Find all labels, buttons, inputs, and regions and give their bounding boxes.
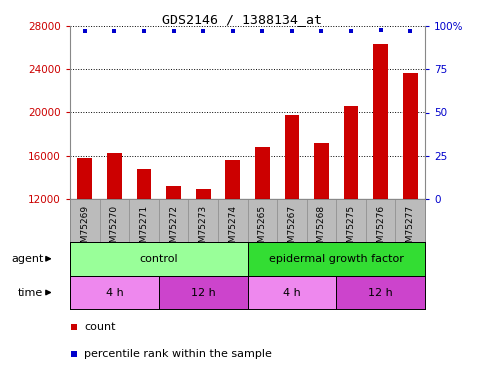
Text: epidermal growth factor: epidermal growth factor [269,254,404,264]
Bar [248,242,425,276]
Bar [314,142,329,328]
Bar [70,276,159,309]
Bar [255,147,270,328]
Bar [196,189,211,328]
Bar [284,115,299,328]
Point [288,28,296,34]
Text: GSM75267: GSM75267 [287,205,297,254]
Bar [137,169,151,328]
Bar [166,186,181,328]
Bar [344,106,358,328]
Bar [403,73,418,328]
Point [318,28,326,34]
Bar [77,158,92,328]
Bar [336,276,425,309]
Text: 12 h: 12 h [369,288,393,297]
Bar [70,242,248,276]
Bar [373,44,388,328]
Text: agent: agent [11,254,43,264]
Text: GSM75276: GSM75276 [376,205,385,254]
Point [111,28,118,34]
Point [170,28,177,34]
Text: GSM75274: GSM75274 [228,205,237,254]
Text: percentile rank within the sample: percentile rank within the sample [84,349,272,359]
Point [70,351,77,357]
Text: 4 h: 4 h [283,288,301,297]
Text: GSM75277: GSM75277 [406,205,415,254]
Point [140,28,148,34]
Text: 12 h: 12 h [191,288,215,297]
Bar [248,276,336,309]
Point [229,28,237,34]
Point [347,28,355,34]
Point [377,27,384,33]
Text: 4 h: 4 h [106,288,123,297]
Bar [159,276,248,309]
Text: GSM75265: GSM75265 [258,205,267,254]
Text: GDS2146 / 1388134_at: GDS2146 / 1388134_at [161,13,322,26]
Point [258,28,266,34]
Point [70,324,77,330]
Text: GSM75275: GSM75275 [347,205,355,254]
Bar [107,153,122,328]
Bar [226,160,240,328]
Text: GSM75268: GSM75268 [317,205,326,254]
Point [81,28,89,34]
Point [406,28,414,34]
Text: GSM75272: GSM75272 [169,205,178,254]
Text: GSM75269: GSM75269 [80,205,89,254]
Text: control: control [140,254,178,264]
Text: count: count [84,322,116,332]
Text: GSM75270: GSM75270 [110,205,119,254]
Point [199,28,207,34]
Text: GSM75273: GSM75273 [199,205,208,254]
Text: time: time [18,288,43,297]
Text: GSM75271: GSM75271 [140,205,148,254]
